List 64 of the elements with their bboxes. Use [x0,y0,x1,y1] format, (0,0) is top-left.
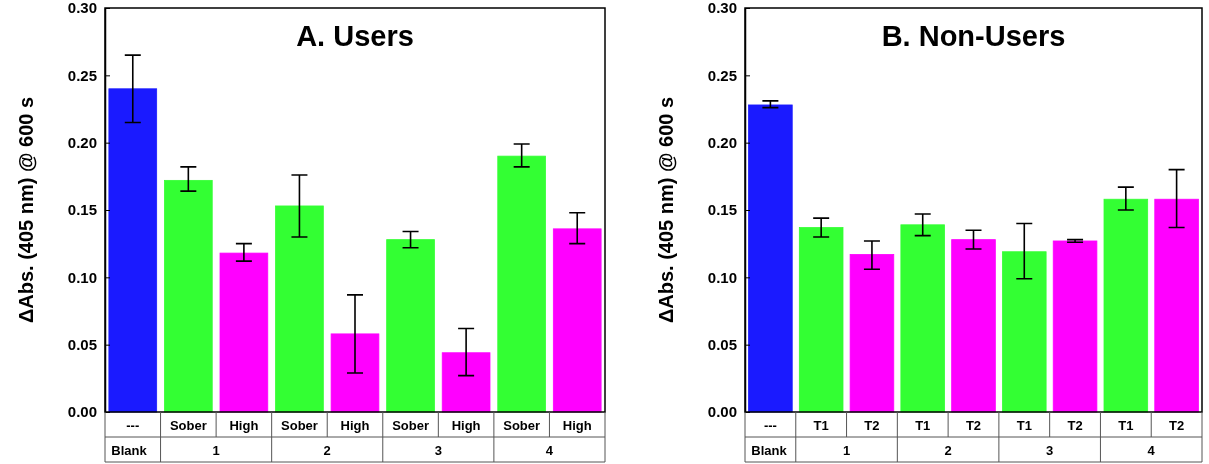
text: 4 [545,443,554,458]
y-axis-title: ΔAbs. (405 nm) @ 600 s [655,96,677,324]
x-tick-label: T1 [1118,418,1134,433]
y-tick-label: 0.05 [707,335,737,353]
y-axis-title: ΔAbs. (405 nm) @ 600 s [15,96,37,324]
y-tick-label: 0.15 [707,201,737,219]
x-tick-label: High [229,418,259,433]
x-tick-label: T1 [813,418,829,433]
y-tick-label: 0.10 [707,268,737,286]
bar [1154,198,1199,413]
chart-title: B. Non-Users [881,20,1066,52]
x-tick-label: T2 [864,418,880,433]
y-tick-label: 0.30 [67,0,97,17]
bar [900,224,945,413]
y-tick-label: 0.00 [67,403,97,421]
bar [164,179,213,413]
x-tick-label: Sober [392,418,429,433]
y-tick-label: 0.20 [67,133,97,151]
x-tick-label: High [562,418,592,433]
bar [497,155,546,413]
bar [275,205,324,413]
bar [798,227,844,413]
y-tick-label: 0.20 [707,133,737,151]
x-tick-label: T1 [1016,418,1032,433]
y-tick-label: 0.00 [707,403,737,421]
bar [1002,251,1047,413]
text: Blank [111,443,148,458]
y-tick-label: 0.10 [67,268,97,286]
bar [849,254,895,413]
bar [748,104,793,413]
text: 4 [1147,443,1156,458]
y-tick-label: 0.25 [707,66,737,84]
text: 3 [434,443,442,458]
x-tick-label: --- [126,418,140,433]
x-tick-label: T2 [965,418,982,433]
y-tick-label: 0.25 [67,66,97,84]
text: 1 [842,443,851,458]
text: 1 [212,443,220,458]
x-tick-label: Sober [169,418,207,433]
bar [1103,198,1149,413]
text: 3 [1046,443,1054,458]
bar [552,228,602,413]
x-tick-label: --- [763,418,777,433]
bar [951,239,996,413]
bar [330,333,380,413]
x-tick-label: Sober [503,418,541,433]
x-tick-label: T2 [1169,418,1185,433]
x-tick-label: High [451,418,481,433]
bar [1052,240,1098,413]
x-tick-label: T1 [915,418,931,433]
bar [108,88,158,413]
y-tick-label: 0.05 [67,335,97,353]
x-tick-label: T2 [1067,418,1083,433]
bar [219,252,269,413]
bar [441,352,491,413]
x-tick-label: High [340,418,370,433]
bar [386,239,435,413]
text: 2 [323,443,331,458]
y-tick-label: 0.15 [67,201,97,219]
x-tick-label: Sober [281,418,318,433]
text: Blank [751,443,788,458]
y-tick-label: 0.30 [707,0,737,17]
chart-title: A. Users [296,20,414,52]
text: 2 [944,443,952,458]
